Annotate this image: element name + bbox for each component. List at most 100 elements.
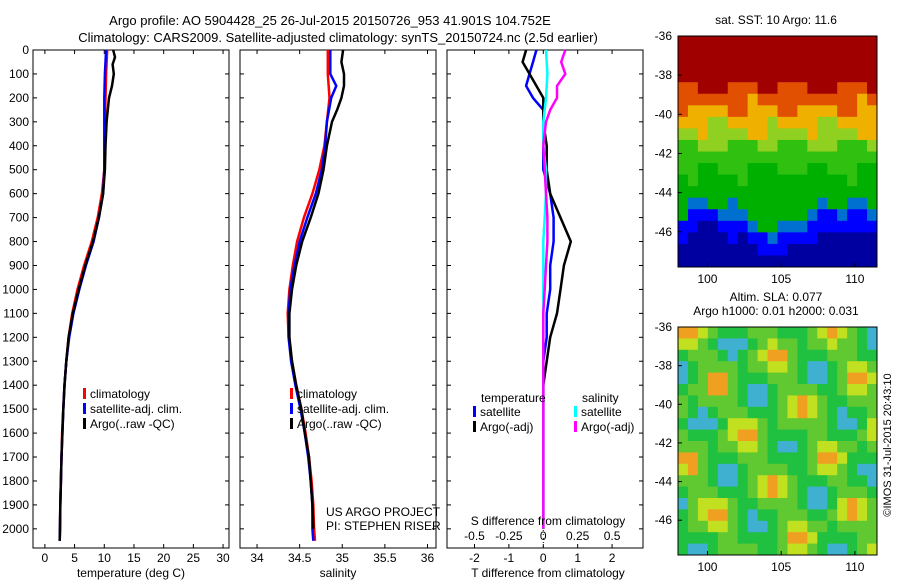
s-diff-tick-label: 0	[540, 529, 547, 543]
heatmap-cell	[867, 197, 878, 210]
heatmap-cell	[787, 486, 798, 499]
heatmap-cell	[797, 116, 808, 129]
heatmap-cell	[797, 243, 808, 256]
heatmap-cell	[787, 255, 798, 268]
heatmap-cell	[717, 498, 729, 510]
heatmap-cell	[717, 186, 729, 199]
heatmap-cell	[678, 406, 689, 419]
heatmap-cell	[707, 82, 719, 95]
heatmap-cell	[727, 139, 739, 152]
heatmap-cell	[827, 93, 838, 106]
heatmap-cell	[737, 220, 749, 233]
heatmap-cell	[687, 151, 699, 164]
heatmap-cell	[857, 59, 868, 72]
heatmap-cell	[827, 406, 838, 419]
heatmap-cell	[757, 406, 769, 419]
legend-swatch	[290, 418, 293, 429]
heatmap-cell	[847, 475, 858, 488]
heatmap-cell	[827, 209, 838, 222]
heatmap-cell	[807, 59, 818, 72]
heatmap-cell	[757, 232, 769, 245]
heatmap-cell	[678, 349, 689, 362]
heatmap-cell	[767, 139, 778, 152]
heatmap-cell	[687, 36, 699, 49]
heatmap-cell	[787, 232, 798, 245]
heatmap-cell	[697, 520, 709, 533]
heatmap-cell	[827, 486, 838, 499]
heatmap-cell	[767, 486, 778, 499]
heatmap-cell	[777, 47, 788, 60]
heatmap-cell	[777, 463, 788, 476]
heatmap-cell	[757, 93, 769, 106]
heatmap-cell	[807, 327, 818, 339]
temperature-xlabel: temperature (deg C)	[77, 566, 185, 580]
heatmap-cell	[757, 463, 769, 476]
heatmap-cell	[807, 372, 818, 385]
heatmap-cell	[837, 441, 848, 453]
heatmap-cell	[697, 116, 709, 129]
heatmap-cell	[777, 105, 788, 118]
heatmap-cell	[797, 486, 808, 499]
heatmap-cell	[797, 532, 808, 545]
legend-header-temperature: temperature	[481, 391, 546, 405]
heatmap-cell	[767, 349, 778, 362]
heatmap-cell	[847, 441, 858, 453]
heatmap-cell	[747, 520, 759, 533]
heatmap-cell	[857, 532, 868, 545]
heatmap-cell	[857, 418, 868, 431]
heatmap-cell	[767, 543, 778, 556]
heatmap-cell	[857, 243, 868, 256]
heatmap-cell	[767, 163, 778, 176]
heatmap-cell	[757, 128, 769, 141]
heatmap-cell	[687, 174, 699, 187]
heatmap-cell	[847, 498, 858, 510]
heatmap-cell	[867, 509, 878, 522]
heatmap-cell	[727, 395, 739, 408]
heatmap-cell	[807, 509, 818, 522]
heatmap-cell	[707, 139, 719, 152]
heatmap-cell	[717, 197, 729, 210]
heatmap-cell	[827, 151, 838, 164]
heatmap-cell	[737, 498, 749, 510]
heatmap-cell	[737, 128, 749, 141]
heatmap-cell	[767, 520, 778, 533]
x-tick-label: 30	[216, 551, 230, 565]
heatmap-cell	[757, 361, 769, 374]
heatmap-cell	[817, 163, 828, 176]
heatmap-cell	[697, 220, 709, 233]
heatmap-cell	[837, 116, 848, 129]
heatmap-cell	[747, 116, 759, 129]
heatmap-cell	[807, 116, 818, 129]
salinity-series	[286, 49, 346, 541]
heatmap-cell	[737, 151, 749, 164]
heatmap-cell	[707, 93, 719, 106]
heatmap-cell	[787, 209, 798, 222]
heatmap-cell	[678, 93, 689, 106]
salinity-y-ticks	[240, 49, 436, 530]
heatmap-cell	[827, 139, 838, 152]
heatmap-cell	[837, 151, 848, 164]
heatmap-cell	[797, 82, 808, 95]
heatmap-cell	[678, 36, 689, 49]
heatmap-cell	[867, 232, 878, 245]
heatmap-cell	[777, 139, 788, 152]
heatmap-cell	[767, 509, 778, 522]
heatmap-cell	[837, 509, 848, 522]
heatmap-cell	[697, 384, 709, 396]
heatmap-cell	[837, 209, 848, 222]
heatmap-cell	[777, 486, 788, 499]
heatmap-cell	[737, 93, 749, 106]
heatmap-cell	[857, 186, 868, 199]
x-tick-label: 5	[71, 551, 78, 565]
heatmap-cell	[827, 186, 838, 199]
heatmap-cell	[727, 532, 739, 545]
heatmap-cell	[827, 441, 838, 453]
heatmap-cell	[707, 327, 719, 339]
heatmap-cell	[757, 151, 769, 164]
y-tick-label: 400	[9, 139, 29, 153]
heatmap-cell	[757, 105, 769, 118]
heatmap-cell	[837, 36, 848, 49]
heatmap-cell	[857, 209, 868, 222]
heatmap-cell	[827, 327, 838, 339]
heatmap-cell	[717, 406, 729, 419]
